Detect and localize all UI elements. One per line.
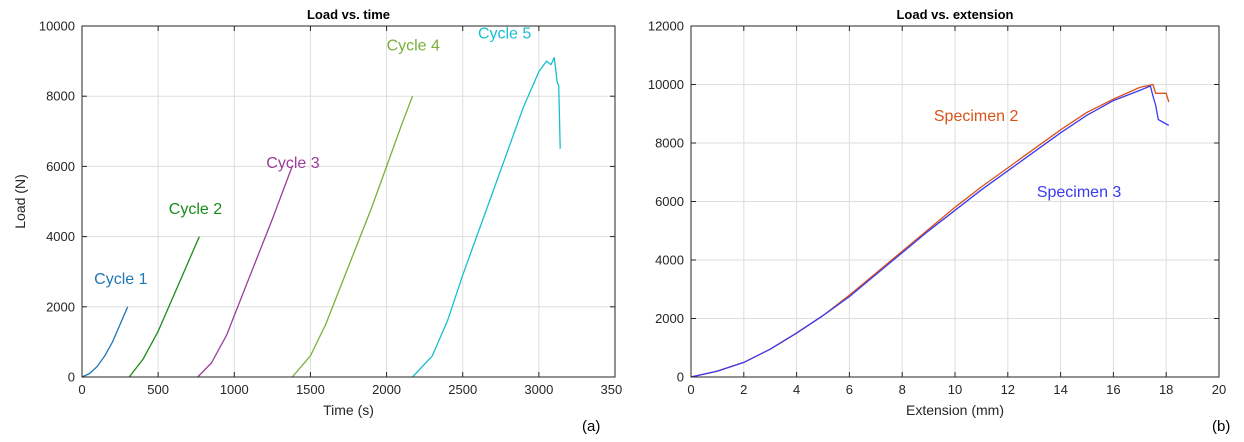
annotation-specimen-2: Specimen 2 — [934, 108, 1019, 125]
y-tick-label: 0 — [677, 370, 684, 385]
y-tick-label: 0 — [68, 370, 75, 385]
y-tick-label: 12000 — [648, 19, 684, 34]
series-line-cycle-2 — [128, 236, 200, 378]
x-tick-label: 500 — [147, 382, 169, 397]
annotation-cycle-5: Cycle 5 — [478, 25, 531, 42]
load-vs-extension-chart: 0 2 4 6 8 10 12 14 16 18 20 0 2000 4000 6000 8000 10000 1… — [648, 7, 1226, 418]
x-tick-label: 2 — [740, 382, 747, 397]
y-tick-label: 6000 — [655, 194, 684, 209]
x-tick-label: 16 — [1106, 382, 1120, 397]
annotation-cycle-4: Cycle 4 — [387, 38, 440, 55]
panel-label-b: (b) — [1212, 418, 1231, 435]
x-tick-label: 0 — [687, 382, 694, 397]
chart-title: Load vs. extension — [896, 7, 1013, 22]
series-line-cycle-1 — [81, 306, 129, 378]
x-tick-label: 1000 — [220, 382, 249, 397]
ticks: 0 2 4 6 8 10 12 14 16 18 20 0 2000 4000 6000 8000 10000 1… — [648, 19, 1226, 398]
chart-panel-b: 0 2 4 6 8 10 12 14 16 18 20 0 2000 4000 6000 8000 10000 1… — [622, 0, 1244, 442]
plot-area — [82, 26, 615, 377]
y-tick-label: 2000 — [46, 299, 75, 314]
y-tick-label: 6000 — [46, 159, 75, 174]
x-tick-label: 6 — [846, 382, 853, 397]
annotation-cycle-1: Cycle 1 — [94, 271, 147, 288]
y-tick-label: 10000 — [39, 19, 75, 34]
y-tick-label: 8000 — [46, 89, 75, 104]
x-tick-label: 20 — [1212, 382, 1226, 397]
x-tick-label: 4 — [793, 382, 800, 397]
chart-title: Load vs. time — [307, 7, 390, 22]
y-tick-label: 10000 — [648, 77, 684, 92]
series-line-specimen-3 — [690, 85, 1170, 378]
x-tick-label: 1500 — [296, 382, 325, 397]
x-axis-label: Time (s) — [323, 402, 374, 418]
series-line-cycle-4 — [291, 95, 414, 378]
y-tick-label: 4000 — [46, 229, 75, 244]
x-tick-label: 10 — [948, 382, 962, 397]
y-axis-label: Load (N) — [12, 174, 28, 228]
y-tick-label: 8000 — [655, 136, 684, 151]
annotation-cycle-2: Cycle 2 — [169, 201, 222, 218]
x-tick-label: 2000 — [372, 382, 401, 397]
x-tick-label: 2500 — [448, 382, 477, 397]
x-tick-label: 14 — [1053, 382, 1067, 397]
panel-label-a: (a) — [582, 418, 601, 435]
y-tick-label: 4000 — [655, 253, 684, 268]
x-tick-label: 0 — [78, 382, 85, 397]
y-tick-label: 2000 — [655, 311, 684, 326]
annotation-cycle-3: Cycle 3 — [266, 155, 319, 172]
series-line-cycle-3 — [197, 166, 293, 378]
axes-frame — [81, 25, 616, 378]
x-axis-label: Extension (mm) — [906, 402, 1004, 418]
x-tick-label: 18 — [1159, 382, 1173, 397]
x-tick-label: 8 — [899, 382, 906, 397]
annotation-specimen-3: Specimen 3 — [1037, 184, 1122, 201]
x-tick-label: 3000 — [524, 382, 553, 397]
series-line-cycle-5 — [412, 56, 561, 378]
x-tick-label: 12 — [1001, 382, 1015, 397]
